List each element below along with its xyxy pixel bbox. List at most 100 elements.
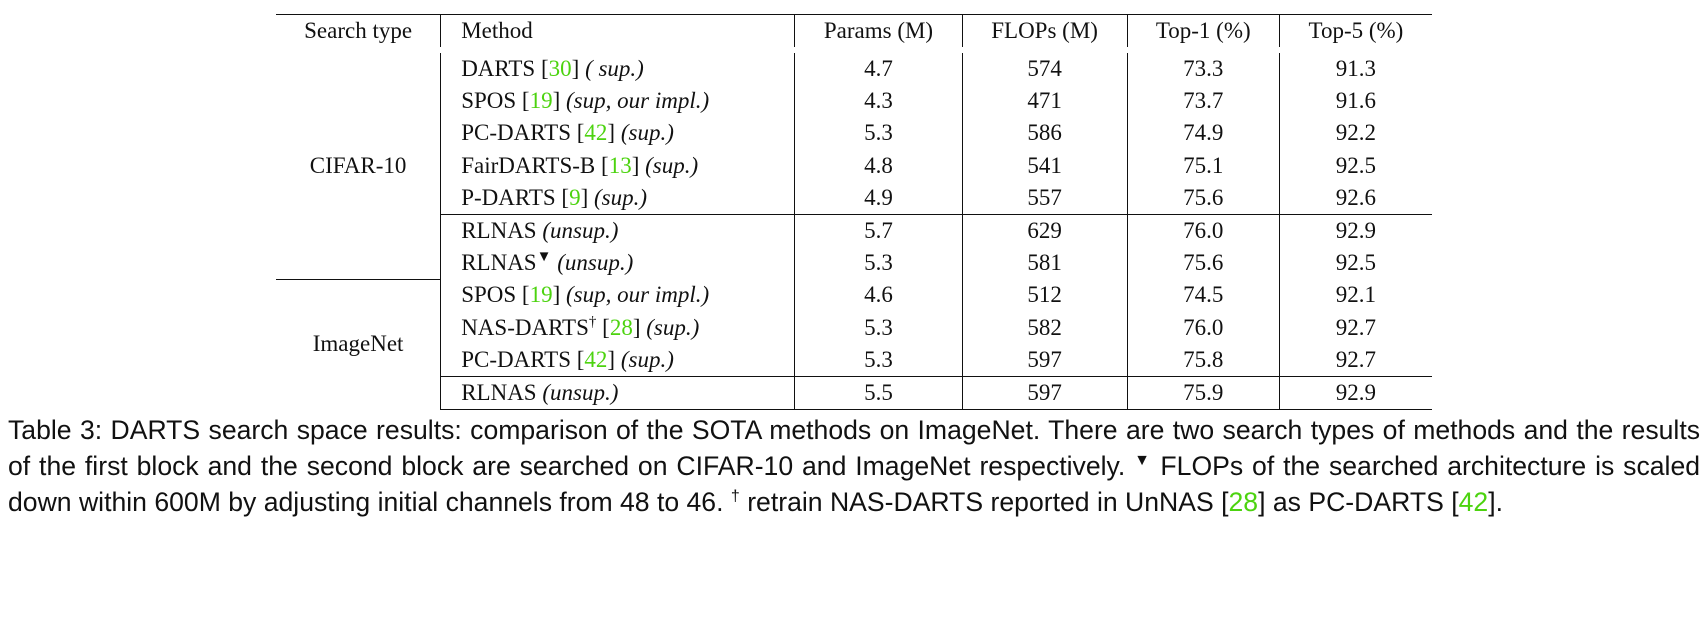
caption-citation-link[interactable]: 42: [1458, 487, 1489, 517]
top5-cell: 92.6: [1335, 184, 1377, 210]
method-name: DARTS: [461, 56, 536, 81]
method-cell: PC-DARTS [42] (sup.): [440, 343, 796, 377]
search-type-cell: ImageNet: [276, 278, 442, 410]
top5-cell: 92.7: [1335, 314, 1377, 340]
top5-cell: 92.9: [1279, 375, 1432, 410]
citation-link[interactable]: 9: [569, 184, 581, 210]
caption-text-3: retrain NAS-DARTS reported in UnNAS [: [747, 487, 1229, 517]
table-row: RLNAS▼ (unsup.) 5.3 581 75.6 92.5: [276, 246, 1432, 280]
top1-cell: 75.1: [1127, 149, 1280, 182]
method-name: SPOS: [461, 282, 517, 308]
supervision-tag: (sup.): [646, 314, 700, 340]
header-top1: Top-1 (%): [1127, 14, 1280, 51]
supervision-tag: (unsup.): [542, 379, 619, 405]
params-cell: 5.5: [794, 375, 963, 410]
method-name: FairDARTS-B: [461, 152, 596, 178]
params-cell: 5.3: [794, 117, 963, 150]
params-cell: 4.3: [794, 85, 963, 118]
table-row: ImageNet SPOS [19] (sup, our impl.) 4.6 512…: [276, 278, 1432, 410]
top5-cell: 92.1: [1335, 282, 1377, 308]
flops-cell: 629: [962, 213, 1128, 247]
top5-cell: 92.9: [1279, 213, 1432, 247]
citation-link[interactable]: 42: [584, 346, 608, 372]
method-cell: P-DARTS [9] (sup.): [440, 181, 796, 215]
flops-cell: 541: [962, 149, 1128, 182]
method-cell: SPOS [19] (sup, our impl.): [440, 279, 796, 312]
top1-cell: 75.9: [1127, 375, 1280, 410]
method-cell: PC-DARTS [42] (sup.): [440, 117, 796, 150]
method-cell: RLNAS (unsup.): [440, 213, 796, 247]
method-name: NAS-DARTS: [461, 314, 589, 340]
top1-cell: 75.8: [1127, 343, 1280, 377]
citation-link[interactable]: 30: [548, 56, 572, 81]
triangle-marker-icon: ▼: [1134, 452, 1152, 469]
flops-cell: 597: [962, 375, 1128, 410]
flops-cell: 586: [962, 117, 1128, 150]
citation-link[interactable]: 19: [529, 282, 553, 308]
top1-cell: 73.7: [1127, 85, 1280, 118]
top1-cell: 73.3: [1127, 50, 1280, 85]
caption-text-4: ] as PC-DARTS [: [1258, 487, 1459, 517]
table-row: FairDARTS-B [13] (sup.) 4.8 541 75.1 92.5: [276, 149, 1432, 182]
dagger-marker-icon: †: [730, 488, 740, 505]
table-row: NAS-DARTS† [28] (sup.) 5.3 582 76.0 92.7: [276, 311, 1432, 344]
top5-cell: 92.5: [1335, 152, 1377, 178]
flops-cell: 471: [962, 85, 1128, 118]
top1-cell: 74.5: [1127, 279, 1280, 312]
top1-cell: 76.0: [1127, 311, 1280, 344]
header-top5: Top-5 (%): [1279, 14, 1432, 51]
params-cell: 4.8: [794, 149, 963, 182]
top1-cell: 74.9: [1127, 117, 1280, 150]
params-cell: 5.3: [794, 311, 963, 344]
top1-cell: 76.0: [1127, 213, 1280, 247]
header-method: Method: [440, 14, 796, 51]
params-cell: 5.3: [794, 343, 963, 377]
header-search-type: Search type: [276, 14, 442, 51]
method-name: RLNAS: [461, 217, 537, 243]
citation-link[interactable]: 19: [529, 88, 553, 114]
flops-cell: 574: [962, 50, 1128, 85]
caption-text-2: FLOPs of the searched architecture is sc…: [8, 451, 1701, 517]
supervision-tag: (sup.): [620, 346, 674, 372]
params-cell: 5.7: [794, 213, 963, 247]
table-body: CIFAR-10 DARTS [30] ( sup.) 4.7 574 73.3 91.3…: [276, 50, 1432, 410]
method-name: PC-DARTS: [461, 120, 571, 146]
top5-cell: 91.3: [1335, 56, 1377, 81]
method-cell: NAS-DARTS† [28] (sup.): [440, 311, 796, 344]
method-name: RLNAS: [461, 250, 537, 276]
method-name: SPOS: [461, 88, 517, 114]
params-cell: 5.3: [794, 246, 963, 280]
top5-cell: 92.5: [1335, 250, 1377, 276]
table-row: RLNAS (unsup.) 5.7 629 76.0 92.9: [276, 213, 1432, 247]
supervision-tag: (sup, our impl.): [566, 88, 710, 114]
table-caption: Table 3: DARTS search space results: com…: [8, 412, 1700, 520]
citation-link[interactable]: 42: [584, 120, 608, 146]
top1-cell: 75.6: [1127, 181, 1280, 215]
supervision-tag: (sup.): [594, 184, 648, 210]
method-cell: DARTS [30] ( sup.): [440, 50, 796, 85]
header-flops: FLOPs (M): [962, 14, 1128, 51]
header-params: Params (M): [794, 14, 963, 51]
supervision-tag: (sup, our impl.): [566, 282, 710, 308]
top1-cell: 75.6: [1127, 246, 1280, 280]
method-name: RLNAS: [461, 379, 537, 405]
table-row: RLNAS (unsup.) 5.5 597 75.9 92.9: [276, 375, 1432, 410]
method-cell: RLNAS (unsup.): [440, 375, 796, 410]
params-cell: 4.6: [794, 279, 963, 312]
params-cell: 4.7: [794, 50, 963, 85]
table-row: SPOS [19] (sup, our impl.) 4.3 471 73.7 91.6: [276, 85, 1432, 118]
search-type-cell: CIFAR-10: [276, 50, 442, 280]
caption-citation-link[interactable]: 28: [1228, 487, 1259, 517]
citation-link[interactable]: 13: [608, 152, 632, 178]
triangle-marker-icon: ▼: [536, 249, 552, 266]
supervision-tag: ( sup.): [585, 56, 644, 81]
citation-link[interactable]: 28: [609, 314, 633, 340]
supervision-tag: (sup.): [620, 120, 674, 146]
method-cell: FairDARTS-B [13] (sup.): [440, 149, 796, 182]
params-cell: 4.9: [794, 181, 963, 215]
top5-cell: 92.2: [1335, 120, 1377, 146]
table-row: PC-DARTS [42] (sup.) 5.3 586 74.9 92.2: [276, 117, 1432, 150]
flops-cell: 597: [962, 343, 1128, 377]
table-row: PC-DARTS [42] (sup.) 5.3 597 75.8 92.7: [276, 343, 1432, 377]
flops-cell: 557: [962, 181, 1128, 215]
